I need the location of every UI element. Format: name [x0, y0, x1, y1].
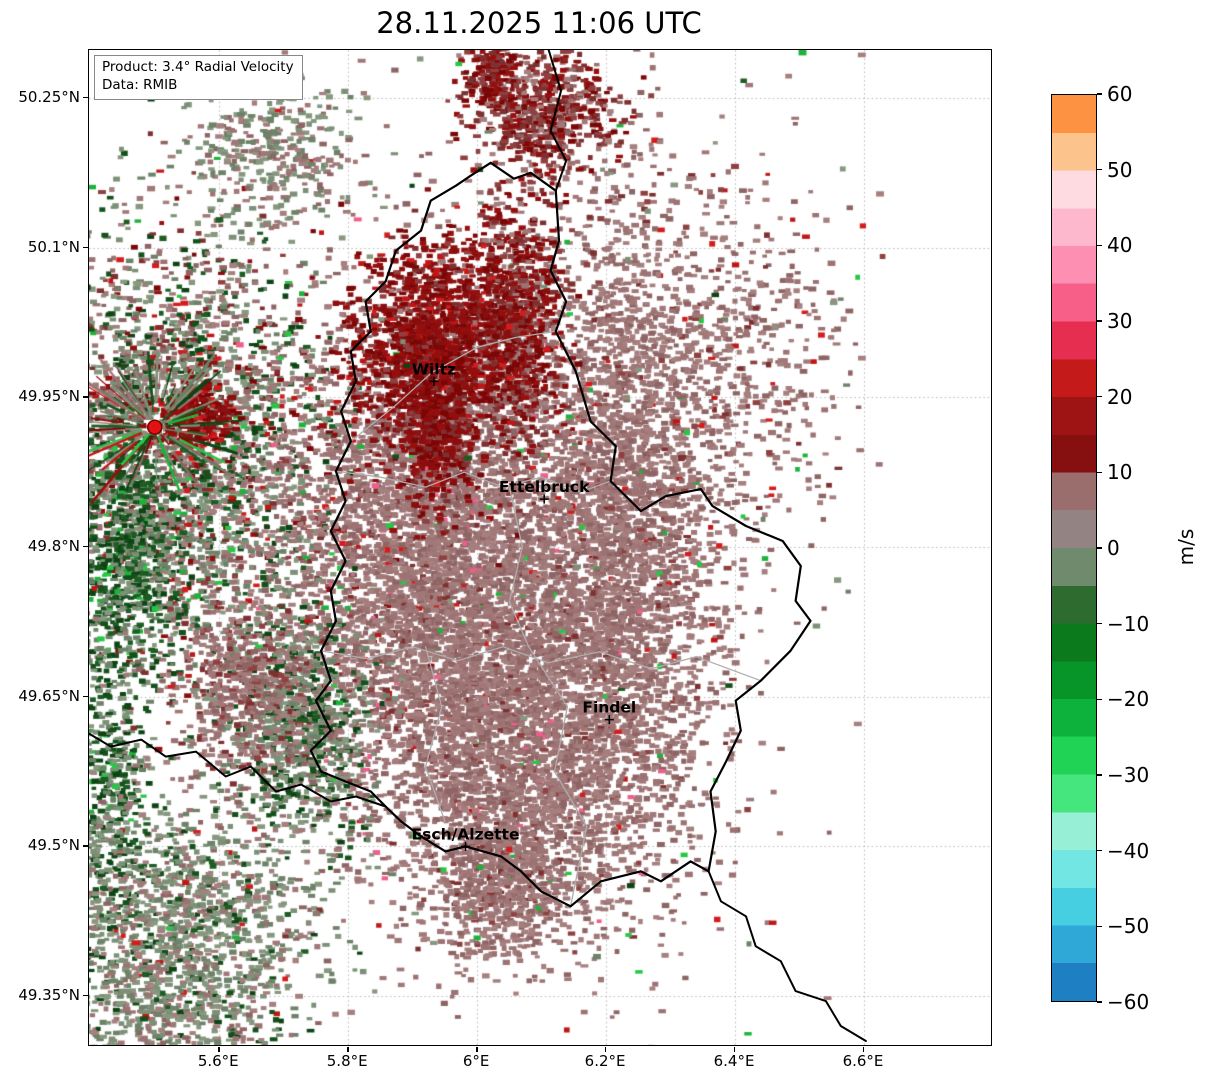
colorbar-tick-mark	[1097, 925, 1102, 928]
lon-tick-label: 5.6°E	[197, 1052, 239, 1070]
lon-tick-label: 5.8°E	[326, 1052, 368, 1070]
colorbar-tick-mark	[1097, 168, 1102, 171]
district-border	[528, 646, 588, 907]
lat-tick-label: 49.5°N	[27, 836, 80, 855]
product-info-line: Product: 3.4° Radial Velocity	[102, 59, 294, 75]
colorbar-tick-mark	[1097, 774, 1102, 776]
lon-tick-mark	[734, 1047, 736, 1052]
city-label: Ettelbruck	[499, 478, 590, 496]
colorbar-tick-label: 30	[1107, 309, 1133, 333]
national-border-southeast	[707, 870, 867, 1042]
country-border-luxembourg	[309, 161, 812, 908]
lat-tick-mark	[83, 845, 88, 847]
colorbar-tick-label: −20	[1107, 687, 1150, 712]
lat-tick-mark	[83, 995, 88, 997]
map-overlay: Wiltz Ettelbruck Findel Esch/Alzette	[89, 50, 867, 1042]
figure-title: 28.11.2025 11:06 UTC	[376, 6, 702, 40]
city-cross-icon	[429, 376, 439, 386]
city-marker-ettelbruck: Ettelbruck	[499, 478, 590, 504]
colorbar-tick-label: −10	[1107, 611, 1150, 636]
city-label: Esch/Alzette	[412, 825, 520, 843]
city-cross-icon	[461, 841, 471, 851]
lat-tick-mark	[83, 96, 88, 99]
district-border	[335, 470, 612, 493]
lat-tick-label: 49.65°N	[18, 686, 80, 705]
radar-site-dot	[147, 419, 163, 435]
colorbar-tick-label: −30	[1107, 763, 1150, 787]
lat-tick-mark	[83, 396, 88, 398]
colorbar-tick-label: 0	[1107, 536, 1120, 560]
data-source-line: Data: RMIB	[102, 76, 178, 93]
city-label: Wiltz	[412, 360, 456, 378]
lon-tick-label: 6.2°E	[584, 1052, 626, 1070]
lat-tick-mark	[83, 546, 88, 548]
national-border-north	[547, 50, 568, 192]
city-marker-findel: Findel	[582, 699, 636, 725]
colorbar-tick-label: −40	[1107, 838, 1150, 863]
colorbar-unit-label: m/s	[1174, 528, 1198, 566]
lon-tick-mark	[218, 1047, 220, 1052]
colorbar-tick-label: −50	[1107, 914, 1150, 939]
lat-tick-label: 50.1°N	[27, 237, 80, 256]
district-border	[320, 646, 762, 682]
colorbar-tick-label: 20	[1107, 384, 1133, 409]
colorbar-tick-label: 10	[1107, 460, 1133, 485]
colorbar-tick-mark	[1097, 622, 1102, 625]
city-marker-esch-alzette: Esch/Alzette	[412, 825, 520, 851]
district-border	[508, 486, 530, 648]
colorbar-tick-mark	[1097, 244, 1102, 247]
colorbar-tick-label: 40	[1107, 233, 1133, 258]
city-label: Findel	[582, 699, 636, 717]
lon-tick-mark	[605, 1047, 607, 1052]
colorbar-gradient	[1052, 95, 1096, 1001]
colorbar-tick-mark	[1097, 471, 1102, 474]
colorbar-tick-mark	[1097, 849, 1102, 852]
colorbar-tick-mark	[1097, 698, 1102, 701]
colorbar-tick-label: −60	[1107, 990, 1150, 1014]
colorbar-tick-label: 60	[1107, 82, 1133, 106]
lat-tick-label: 49.35°N	[18, 986, 80, 1005]
lon-tick-mark	[862, 1047, 865, 1052]
district-border	[424, 646, 446, 823]
colorbar-tick-mark	[1097, 547, 1102, 549]
radar-echo-layer	[89, 50, 991, 1045]
city-marker-wiltz: Wiltz	[412, 360, 456, 386]
map-plot: Wiltz Ettelbruck Findel Esch/Alzette Produc…	[88, 49, 992, 1046]
city-cross-icon	[539, 494, 549, 504]
lon-tick-label: 6.4°E	[713, 1052, 755, 1070]
lon-tick-mark	[476, 1047, 478, 1052]
colorbar-tick-label: 50	[1107, 157, 1133, 182]
lat-tick-mark	[83, 695, 88, 698]
colorbar-tick-mark	[1097, 1001, 1102, 1003]
city-cross-icon	[604, 715, 614, 725]
lon-tick-label: 6.6°E	[842, 1052, 884, 1070]
lon-tick-label: 6°E	[462, 1052, 490, 1070]
colorbar-tick-mark	[1097, 395, 1102, 398]
lat-tick-label: 49.95°N	[18, 387, 80, 406]
lat-tick-mark	[83, 246, 88, 248]
lat-tick-label: 49.8°N	[27, 537, 80, 555]
colorbar-tick-mark	[1097, 93, 1102, 95]
product-info-box: Product: 3.4° Radial Velocity Data: RMIB	[94, 55, 303, 100]
colorbar	[1051, 94, 1097, 1002]
colorbar-tick-mark	[1097, 320, 1102, 322]
lat-tick-label: 50.25°N	[18, 87, 80, 106]
district-border	[350, 330, 557, 442]
lon-tick-mark	[347, 1047, 349, 1052]
national-border-southwest	[89, 732, 387, 808]
